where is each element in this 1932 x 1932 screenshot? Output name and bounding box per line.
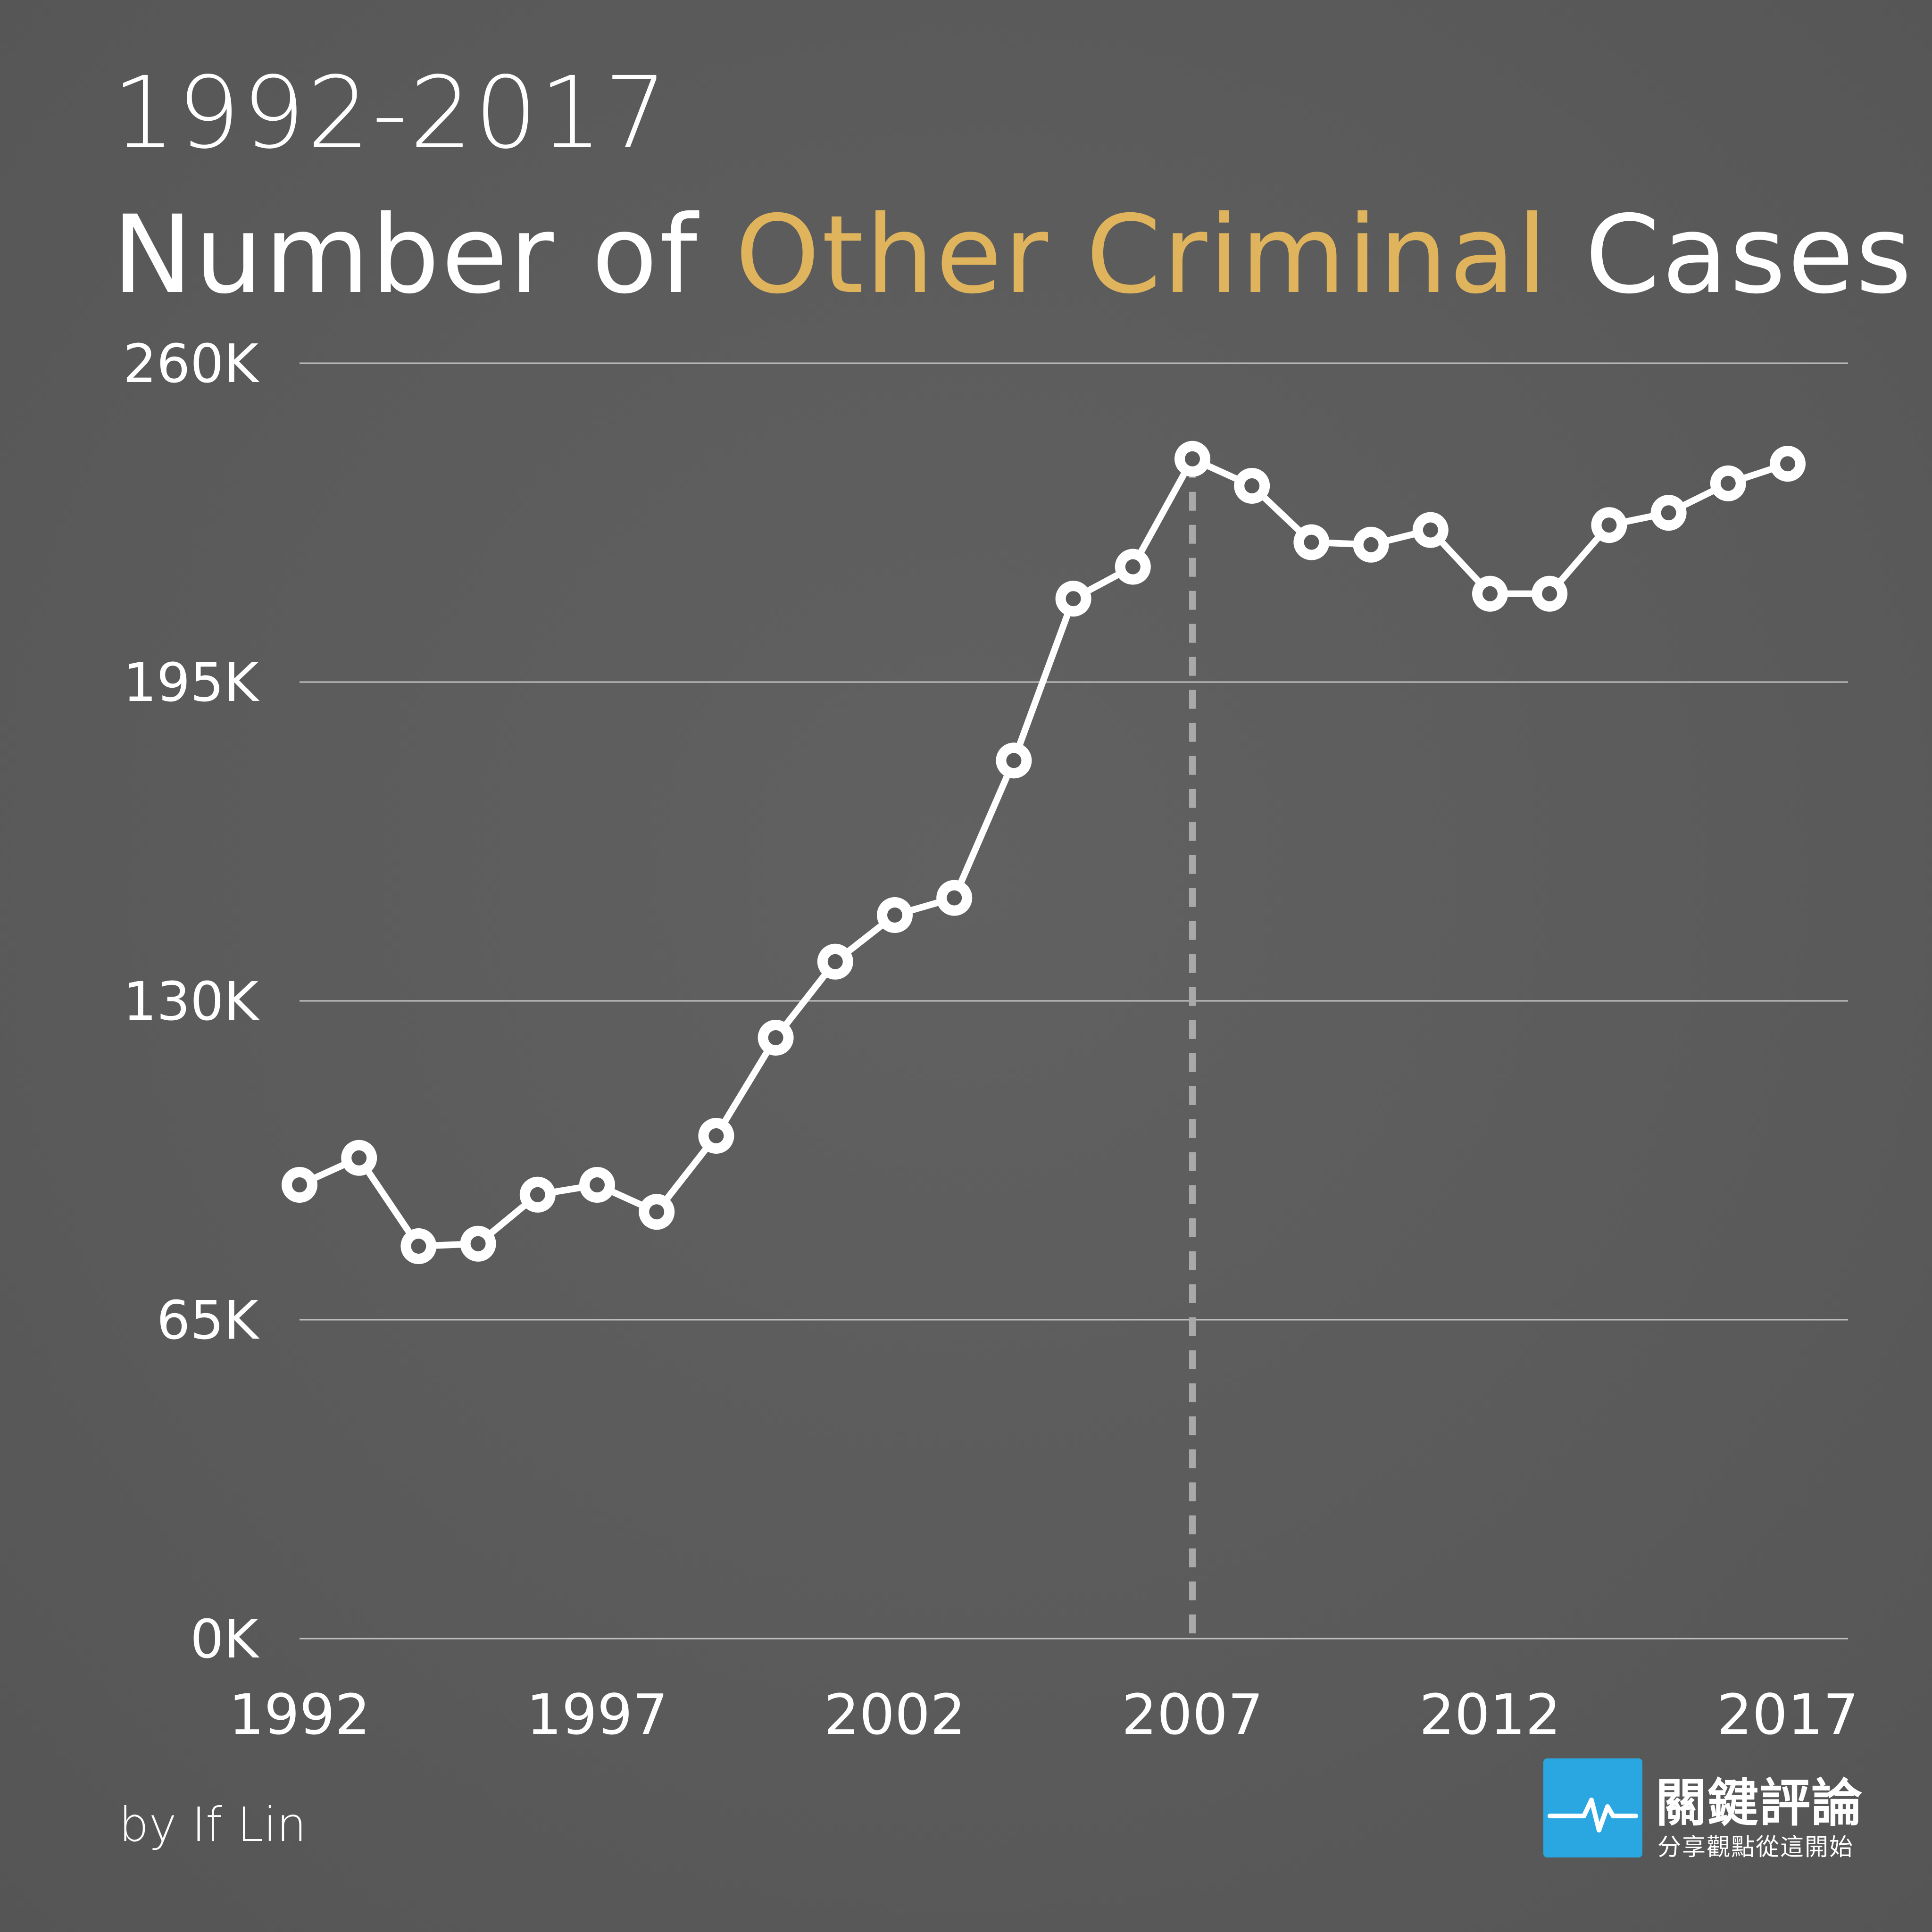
y-tick-label: 195K — [123, 652, 260, 714]
data-point-center — [1304, 534, 1319, 550]
series-line — [296, 455, 1791, 1249]
data-point-center — [1006, 753, 1022, 768]
grid-lines — [300, 362, 1848, 1640]
data-point-center — [1125, 559, 1141, 575]
title-prefix: Number of — [112, 192, 735, 317]
data-point-center — [1661, 505, 1676, 521]
data-point-center — [530, 1187, 545, 1202]
data-point-center — [1482, 586, 1498, 601]
data-point-center — [351, 1150, 367, 1166]
data-point-center — [470, 1236, 486, 1251]
data-point-center — [292, 1177, 307, 1192]
y-tick-label: 0K — [190, 1609, 259, 1670]
y-tick-label: 130K — [123, 971, 260, 1033]
x-tick-label: 2017 — [1717, 1682, 1858, 1747]
data-point-center — [1363, 537, 1379, 552]
x-tick-label: 2002 — [824, 1682, 966, 1747]
data-point-center — [411, 1239, 426, 1254]
title-years: 1992-2017 — [112, 55, 669, 171]
author-credit: by If Lin — [119, 1797, 307, 1852]
title-highlight: Other Criminal — [735, 192, 1549, 317]
data-point-center — [768, 1030, 783, 1045]
data-points — [282, 441, 1806, 1264]
x-tick-label: 1992 — [229, 1682, 370, 1747]
data-point-center — [827, 954, 843, 969]
data-point-center — [590, 1177, 605, 1192]
data-point-center — [947, 890, 962, 906]
data-point-center — [1423, 522, 1438, 538]
data-point-center — [708, 1128, 724, 1143]
data-point-center — [1780, 456, 1795, 472]
data-point-center — [1066, 591, 1081, 607]
y-tick-label: 260K — [123, 333, 260, 395]
data-point-center — [1244, 478, 1260, 493]
series-line-layer — [296, 455, 1791, 1249]
x-tick-label: 2007 — [1122, 1682, 1263, 1747]
y-axis-labels: 0K 65K 130K 195K 260K — [123, 333, 260, 1670]
data-point-center — [1720, 475, 1736, 491]
heartbeat-line-icon — [1548, 1798, 1638, 1832]
brand-logo — [1543, 1758, 1642, 1857]
data-point-center — [1185, 451, 1200, 466]
chart-title: Number of Other Criminal Cases — [112, 198, 1914, 311]
brand-name: 關鍵評論 — [1656, 1774, 1864, 1833]
y-tick-label: 65K — [157, 1290, 260, 1351]
data-point-center — [887, 908, 902, 923]
x-tick-label: 1997 — [526, 1682, 668, 1747]
title-suffix: Cases — [1549, 192, 1914, 317]
x-tick-label: 2012 — [1419, 1682, 1561, 1747]
x-axis-labels: 1992 1997 2002 2007 2012 2017 — [229, 1682, 1858, 1747]
data-point-center — [1542, 586, 1557, 601]
brand-slogan: 分享觀點從這開始 — [1657, 1833, 1854, 1861]
data-point-center — [1601, 517, 1617, 533]
data-point-center — [649, 1204, 665, 1220]
